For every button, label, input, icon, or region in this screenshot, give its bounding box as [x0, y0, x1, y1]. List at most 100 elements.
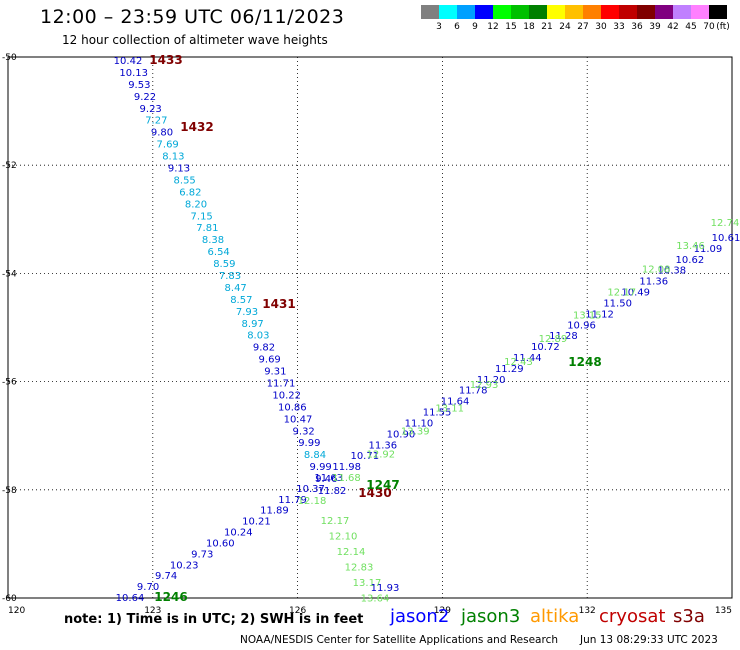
- legend-label: 36: [631, 22, 643, 32]
- credit-text: NOAA/NESDIS Center for Satellite Applica…: [240, 634, 558, 646]
- legend-swatch: [421, 5, 439, 19]
- wave-height-label: 8.47: [225, 283, 247, 294]
- legend-label: 42: [667, 22, 679, 32]
- wave-height-label: 12.14: [337, 547, 366, 558]
- wave-height-label: 12.83: [345, 563, 374, 574]
- wave-height-label: 9.31: [264, 367, 286, 378]
- wave-height-label: 11.36: [639, 277, 668, 288]
- wave-height-label: 11.78: [459, 386, 488, 397]
- x-tick-label: 120: [8, 606, 25, 616]
- legend-label: 24: [559, 22, 571, 32]
- pass-time-label: 1248: [568, 355, 601, 369]
- wave-height-label: 7.27: [145, 116, 167, 127]
- legend-swatch: [547, 5, 565, 19]
- legend-swatch: [709, 5, 727, 19]
- wave-height-label: 6.54: [208, 247, 230, 258]
- wave-height-label: 9.46: [315, 474, 337, 485]
- wave-height-label: 12.17: [607, 288, 636, 299]
- wave-height-label: 8.59: [213, 259, 235, 270]
- legend-label: 39: [649, 22, 661, 32]
- legend-swatch: [565, 5, 583, 19]
- wave-height-label: 10.38: [657, 266, 686, 277]
- pass-time-label: 1430: [358, 486, 391, 500]
- legend-label: 27: [577, 22, 589, 32]
- wave-height-label: 8.20: [185, 199, 207, 210]
- wave-height-label: 10.60: [206, 538, 235, 549]
- wave-height-label: 13.39: [401, 427, 430, 438]
- wave-height-label: 12.89: [539, 334, 568, 345]
- wave-height-label: 11.71: [267, 379, 296, 390]
- wave-height-label: 9.73: [191, 549, 213, 560]
- wave-height-label: 9.22: [134, 92, 156, 103]
- wave-height-label: 12.10: [329, 532, 358, 543]
- wave-height-label: 8.57: [230, 295, 252, 306]
- units-note: note: 1) Time is in UTC; 2) SWH is in fe…: [64, 612, 364, 627]
- wave-height-label: 10.90: [387, 429, 416, 440]
- wave-height-label: 10.86: [278, 402, 307, 413]
- wave-height-label: 7.81: [196, 223, 218, 234]
- wave-height-label: 11.82: [318, 486, 347, 497]
- legend-label: 12: [487, 22, 499, 32]
- satellite-jason2: jason2: [390, 606, 450, 627]
- wave-height-label: 9.74: [155, 571, 177, 582]
- satellite-jason3: jason3: [461, 606, 521, 627]
- wave-height-label: 8.97: [242, 319, 264, 330]
- page-title: 12:00 – 23:59 UTC 06/11/2023: [40, 6, 345, 28]
- legend-swatch: [493, 5, 511, 19]
- wave-height-label: 7.83: [219, 271, 241, 282]
- wave-height-label: 10.72: [531, 342, 560, 353]
- wave-height-label: 8.03: [247, 331, 269, 342]
- legend-label: 45: [685, 22, 697, 32]
- legend-swatch: [601, 5, 619, 19]
- wave-height-label: 11.64: [441, 397, 470, 408]
- x-tick-label: 126: [289, 606, 306, 616]
- legend-label: 70: [703, 22, 715, 32]
- wave-height-label: 12.43: [504, 357, 533, 368]
- wave-height-label: 9.99: [298, 438, 320, 449]
- legend-swatch: [529, 5, 547, 19]
- wave-height-label: 9.13: [168, 164, 190, 175]
- wave-height-label: 9.82: [253, 343, 275, 354]
- wave-height-label: 11.98: [332, 462, 361, 473]
- wave-height-label: 10.71: [350, 451, 379, 462]
- legend-label: 18: [523, 22, 535, 32]
- wave-height-label: 8.13: [162, 152, 184, 163]
- wave-height-label: 11.63: [314, 473, 343, 484]
- wave-height-label: 10.62: [676, 255, 705, 266]
- legend-label: 3: [436, 22, 442, 32]
- color-legend: [421, 5, 727, 21]
- wave-height-label: 9.70: [137, 582, 159, 593]
- legend-swatch: [637, 5, 655, 19]
- legend-swatch: [457, 5, 475, 19]
- wave-height-label: 11.09: [694, 244, 723, 255]
- x-tick-label: 132: [579, 606, 596, 616]
- wave-height-label: 12.18: [298, 496, 327, 507]
- wave-height-label: 9.80: [151, 128, 173, 139]
- legend-label: 9: [472, 22, 478, 32]
- pass-time-label: 1247: [366, 478, 399, 492]
- legend-swatch: [439, 5, 457, 19]
- wave-height-label: 11.44: [513, 353, 542, 364]
- wave-height-label: 13.11: [435, 403, 464, 414]
- legend-swatch: [691, 5, 709, 19]
- wave-height-label: 9.53: [128, 80, 150, 91]
- wave-height-label: 11.68: [332, 473, 361, 484]
- wave-height-label: 10.24: [224, 528, 253, 539]
- wave-height-label: 11.29: [495, 364, 524, 375]
- wave-height-label: 7.93: [236, 307, 258, 318]
- wave-height-label: 11.50: [603, 298, 632, 309]
- timestamp: Jun 13 08:29:33 UTC 2023: [580, 634, 718, 646]
- wave-height-label: 9.69: [259, 355, 281, 366]
- pass-time-label: 1433: [149, 53, 182, 67]
- wave-height-label: 11.20: [477, 375, 506, 386]
- pass-time-label: 1432: [180, 120, 213, 134]
- wave-height-label: 11.89: [260, 506, 289, 517]
- wave-height-label: 6.82: [179, 187, 201, 198]
- x-tick-label: 129: [434, 606, 451, 616]
- wave-height-label: 11.28: [549, 331, 578, 342]
- wave-height-label: 11.10: [405, 418, 434, 429]
- wave-height-label: 10.42: [114, 56, 143, 67]
- x-tick-label: 123: [144, 606, 161, 616]
- wave-height-label: 7.69: [157, 140, 179, 151]
- pass-time-label: 1431: [262, 297, 295, 311]
